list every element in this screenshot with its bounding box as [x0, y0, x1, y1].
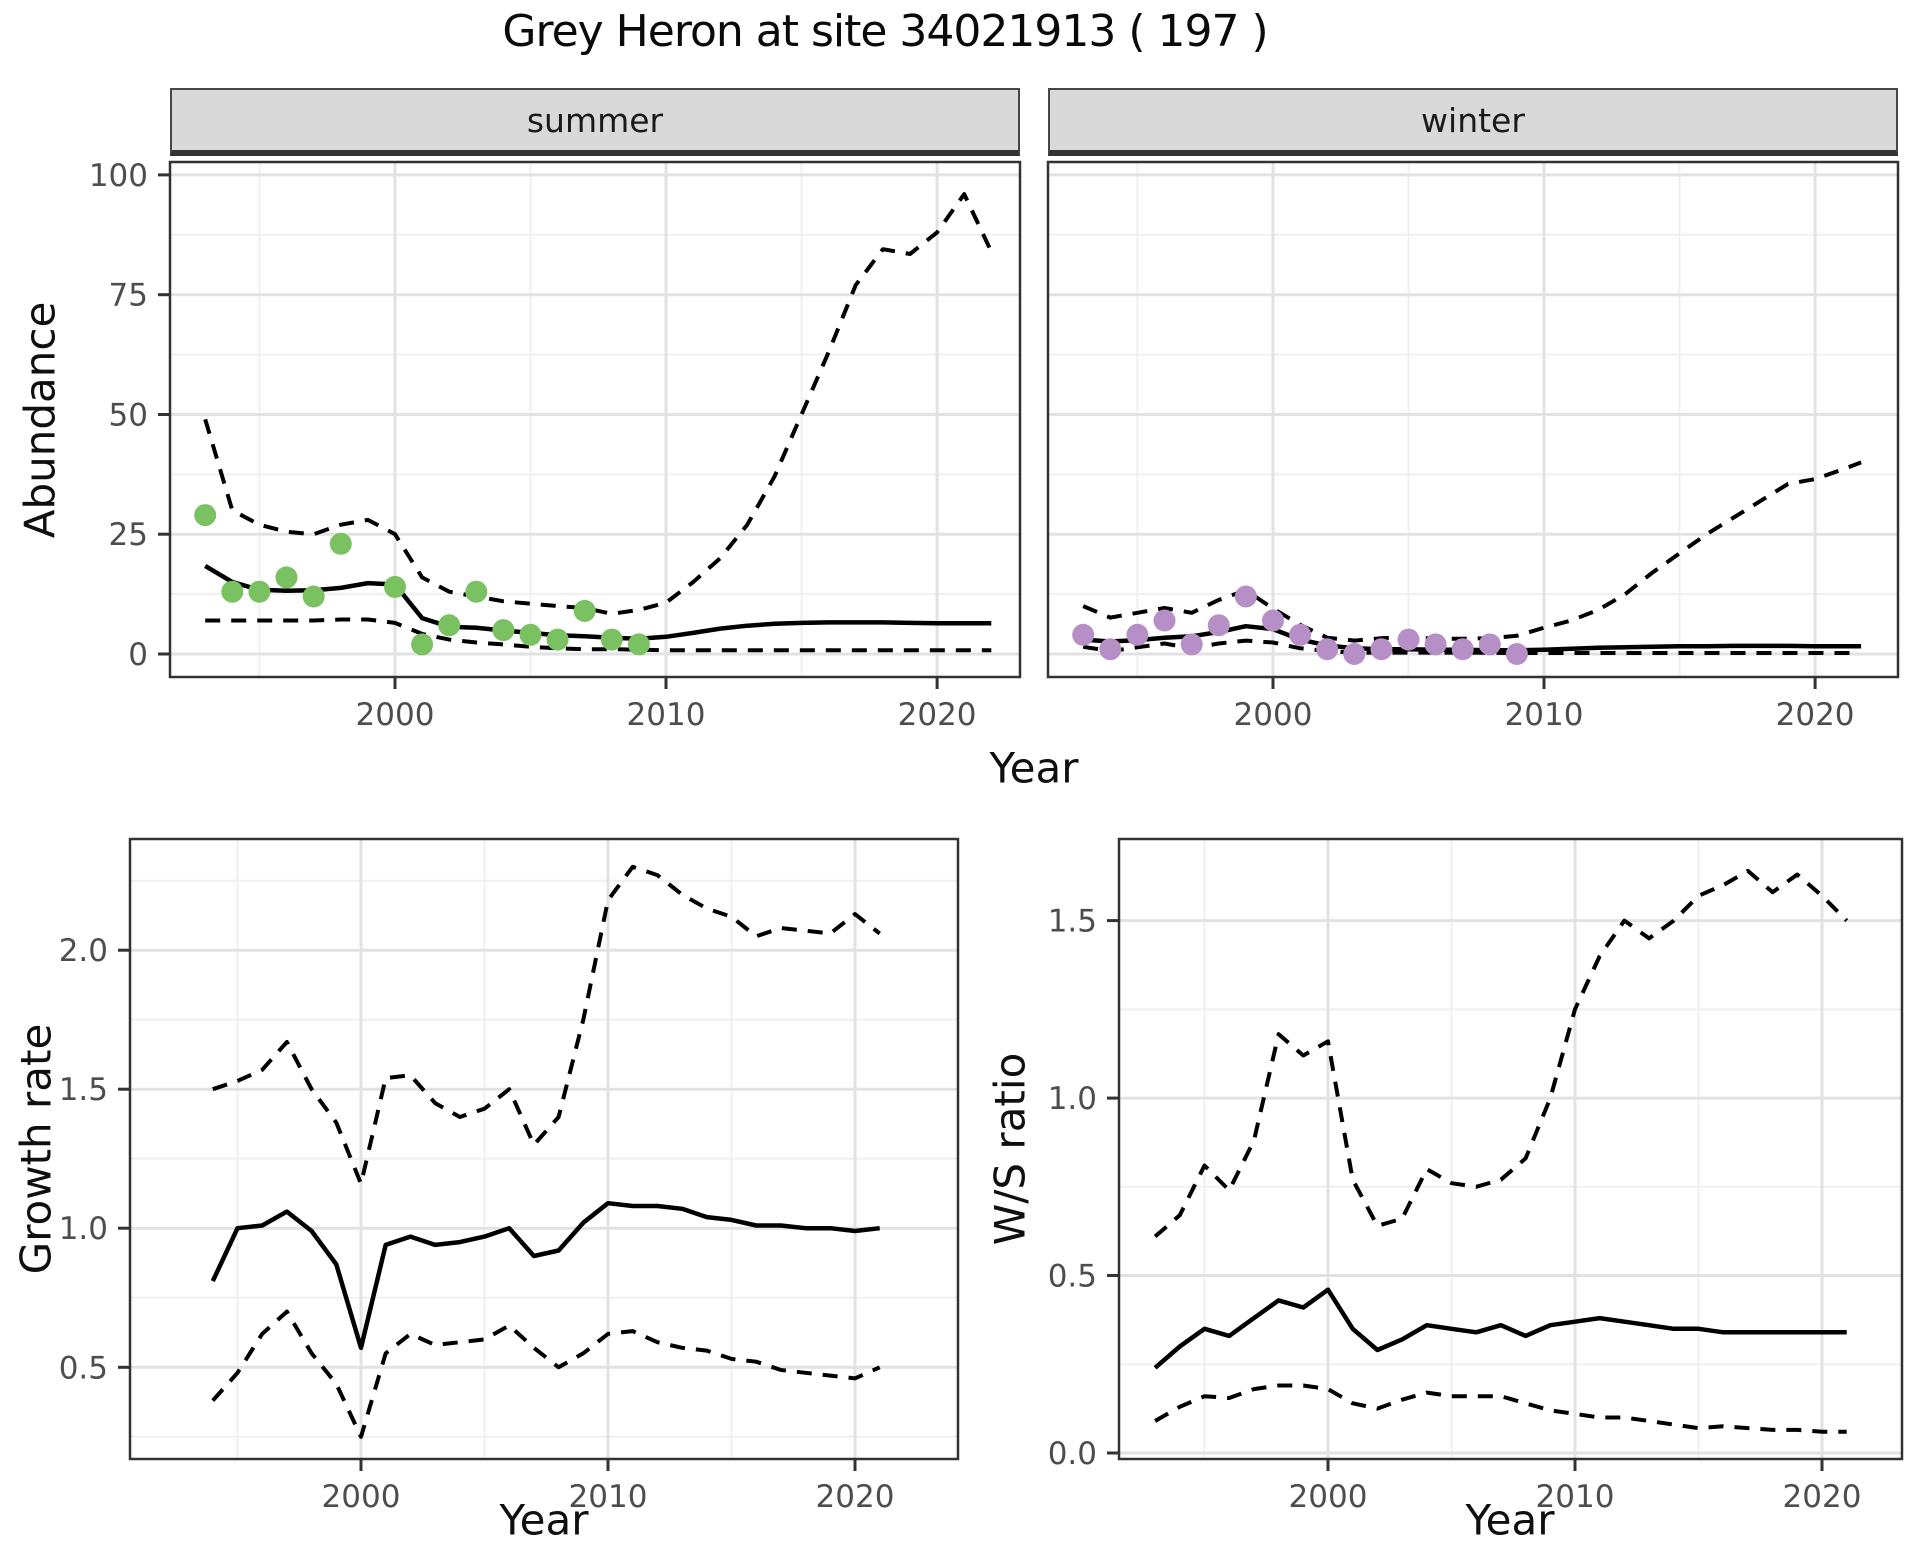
svg-text:2.0: 2.0: [59, 933, 108, 969]
svg-text:2020: 2020: [1776, 697, 1855, 733]
ws-ratio-axis-title: W/S ratio: [985, 1052, 1035, 1246]
svg-text:0: 0: [128, 637, 148, 673]
svg-text:0.0: 0.0: [1048, 1436, 1097, 1472]
ws-year-axis-title: Year: [1465, 1495, 1555, 1545]
svg-text:2000: 2000: [1234, 697, 1313, 733]
facet-strip-winter: winter: [1048, 88, 1898, 156]
svg-text:2010: 2010: [1536, 1479, 1615, 1515]
svg-text:0.5: 0.5: [59, 1350, 108, 1386]
chart-title: Grey Heron at site 34021913 ( 197 ): [502, 6, 1268, 57]
growth-rate-axis-title: Growth rate: [11, 1023, 61, 1275]
svg-text:100: 100: [89, 158, 148, 194]
abundance-axis-title: Abundance: [15, 301, 65, 539]
facet-label-summer: summer: [526, 100, 664, 140]
svg-text:2020: 2020: [816, 1479, 895, 1515]
svg-text:2010: 2010: [627, 697, 706, 733]
facet-strip-summer: summer: [170, 88, 1020, 156]
svg-text:1.5: 1.5: [59, 1072, 108, 1108]
facet-label-winter: winter: [1421, 100, 1525, 140]
svg-text:2010: 2010: [1505, 697, 1584, 733]
svg-text:2020: 2020: [1783, 1479, 1862, 1515]
svg-text:0.5: 0.5: [1048, 1259, 1097, 1295]
svg-text:75: 75: [109, 278, 148, 314]
svg-text:1.5: 1.5: [1048, 904, 1097, 940]
svg-text:2020: 2020: [898, 697, 977, 733]
svg-text:2000: 2000: [356, 697, 435, 733]
top-year-axis-title: Year: [989, 743, 1079, 793]
svg-text:2000: 2000: [1289, 1479, 1368, 1515]
svg-text:2010: 2010: [569, 1479, 648, 1515]
svg-text:1.0: 1.0: [59, 1211, 108, 1247]
growth-year-axis-title: Year: [499, 1495, 589, 1545]
svg-text:2000: 2000: [322, 1479, 401, 1515]
svg-text:1.0: 1.0: [1048, 1081, 1097, 1117]
svg-text:25: 25: [109, 517, 148, 553]
svg-text:50: 50: [109, 398, 148, 434]
